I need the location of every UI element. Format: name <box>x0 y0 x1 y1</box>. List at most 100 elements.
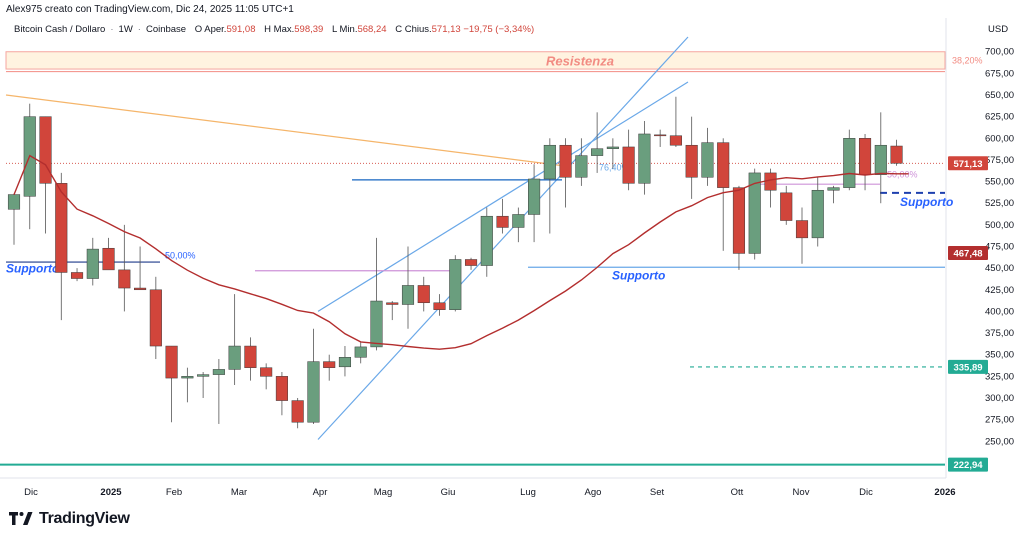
y-tick-label: 425,00 <box>985 285 1014 296</box>
candle-body <box>165 345 178 379</box>
candle-body <box>701 142 714 178</box>
price-axis-labels: 571,13 467,48 335,89 222,94 <box>948 156 988 472</box>
candle-body <box>464 259 478 266</box>
candle-body <box>323 361 336 368</box>
fib-label-50-left: 50,00% <box>165 251 196 261</box>
candle-body <box>70 272 84 279</box>
resistance-zone <box>5 51 946 70</box>
x-tick-label: Set <box>650 487 665 498</box>
support-label-right: Supporto <box>900 195 953 209</box>
x-axis-ticks: Dic 2025 Feb Mar Apr Mag Giu Lug Ago Set Ott Nov Dic… <box>24 487 955 498</box>
candle-down <box>780 185 793 225</box>
symbol-interval[interactable]: 1W <box>118 24 133 35</box>
price-badge-bg <box>948 359 988 374</box>
candle-down <box>323 354 336 381</box>
x-tick-label: Dic <box>24 487 38 498</box>
candle-body <box>591 148 604 156</box>
candle-body <box>559 144 572 178</box>
candle-up <box>307 328 320 424</box>
candle-body <box>638 133 651 184</box>
candle-body <box>197 374 210 377</box>
x-tick-label: Mag <box>374 487 392 498</box>
candle-body <box>55 183 68 273</box>
y-tick-label: 700,00 <box>985 47 1014 58</box>
candle-body <box>102 247 115 271</box>
symbol-name[interactable]: Bitcoin Cash / Dollaro <box>14 24 106 35</box>
y-tick-label: 525,00 <box>985 198 1014 209</box>
price-badge-bg <box>948 246 988 261</box>
candle-up <box>843 129 856 191</box>
candle-body <box>512 214 525 228</box>
candle-body <box>669 135 682 146</box>
candle-body <box>401 285 415 305</box>
candle-down <box>669 96 682 147</box>
candle-body <box>780 192 793 221</box>
candle-body <box>244 345 257 368</box>
fib-trend-line <box>5 94 566 167</box>
price-badge-teal: 222,94 <box>948 457 988 472</box>
open-label: O <box>194 24 203 35</box>
candle-down <box>417 276 430 312</box>
channel-lower-line <box>317 81 689 312</box>
candle-down <box>858 133 872 191</box>
symbol-info: Bitcoin Cash / Dollaro · 1W · Coinbase O Ape… <box>14 24 535 35</box>
price-badge-ma: 467,48 <box>948 246 988 261</box>
candle-body <box>795 220 809 239</box>
y-tick-label: 675,00 <box>985 68 1014 79</box>
y-tick-label: 400,00 <box>985 306 1014 317</box>
low-label: L <box>331 24 337 35</box>
x-tick-label: 2025 <box>100 487 122 498</box>
candle-body <box>39 116 52 184</box>
x-tick-label: Feb <box>166 487 182 498</box>
candle-body <box>843 138 856 188</box>
y-tick-label: 600,00 <box>985 133 1014 144</box>
price-badge-text: 222,94 <box>953 460 983 471</box>
fib-label-38: 38,20% <box>952 55 983 65</box>
tradingview-logo[interactable]: TradingView <box>9 510 130 528</box>
candle-up <box>354 341 367 364</box>
y-tick-label: 625,00 <box>985 112 1014 123</box>
candle-body <box>764 172 777 191</box>
candle-up <box>575 138 588 186</box>
candle-body <box>370 300 383 348</box>
y-tick-label: 300,00 <box>985 393 1014 404</box>
candle-up <box>874 112 887 204</box>
candle-body <box>291 400 304 423</box>
candle-body <box>575 155 588 178</box>
candle-body <box>307 361 320 423</box>
candle-up <box>212 359 225 424</box>
price-badge-last: 571,13 <box>948 156 988 171</box>
y-axis-ticks: 250,00 275,00 300,00 325,00 350,00 375,00 400,… <box>985 47 1014 448</box>
y-tick-label: 475,00 <box>985 242 1014 253</box>
candle-down <box>496 198 509 234</box>
low-prefix: Min. <box>339 24 358 35</box>
open-prefix: Aper. <box>204 24 227 35</box>
price-badge-bg <box>948 457 988 472</box>
candle-down <box>291 397 304 429</box>
candle-down <box>732 185 746 270</box>
candle-down <box>464 257 478 270</box>
candle-down <box>118 224 131 312</box>
candle-down <box>685 116 698 199</box>
candle-body <box>528 178 541 215</box>
candle-down <box>717 138 730 251</box>
candle-body <box>480 215 493 266</box>
candle-up <box>181 367 194 403</box>
close-value: 571,13 <box>431 24 461 35</box>
channel-upper-line <box>317 36 689 440</box>
candle-up <box>7 194 21 245</box>
candle-down <box>102 237 115 271</box>
candle-up <box>228 294 241 385</box>
candle-body <box>275 376 288 401</box>
candle-up <box>86 237 99 286</box>
candle-body <box>685 144 698 178</box>
y-tick-label: 250,00 <box>985 436 1014 447</box>
candle-body <box>717 142 730 188</box>
tradingview-icon <box>9 512 33 525</box>
candle-body <box>118 269 131 289</box>
y-tick-label: 350,00 <box>985 350 1014 361</box>
candle-body <box>543 144 556 180</box>
candle-down <box>386 301 399 321</box>
candle-up <box>401 246 415 329</box>
